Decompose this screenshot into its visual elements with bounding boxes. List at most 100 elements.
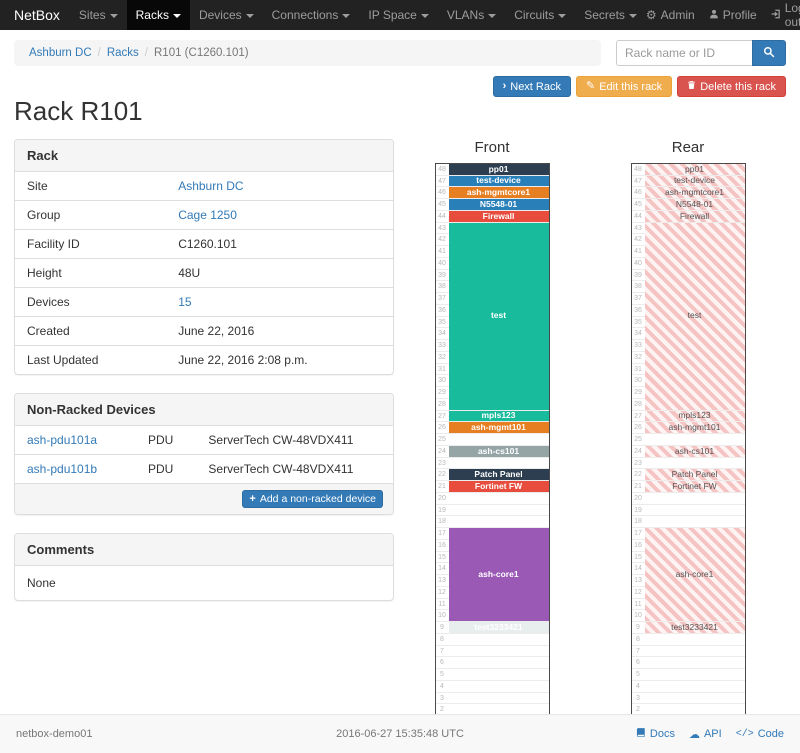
nav-item-connections[interactable]: Connections	[263, 0, 360, 30]
nav-item-secrets[interactable]: Secrets	[575, 0, 646, 30]
rack-unit-6: 6	[435, 657, 549, 670]
rack-device-ash-core1[interactable]: ash-core1	[448, 528, 549, 622]
unit-number: 16	[634, 541, 642, 549]
rack-device-firewall[interactable]: Firewall	[644, 210, 745, 222]
delete-rack-button[interactable]: Delete this rack	[677, 76, 786, 97]
search-button[interactable]	[752, 40, 786, 66]
comments-panel: Comments None	[14, 533, 394, 602]
rack-device-pp01[interactable]: pp01	[448, 163, 549, 175]
rack-device-ash-mgmt101[interactable]: ash-mgmt101	[448, 422, 549, 434]
rack-unit-20: 20	[435, 493, 549, 505]
unit-number: 13	[438, 577, 446, 585]
nav-item-sites[interactable]: Sites	[70, 0, 127, 30]
unit-number: 28	[634, 400, 642, 408]
rack-device-mpls123[interactable]: mpls123	[644, 410, 745, 422]
unit-number: 36	[634, 306, 642, 314]
rack-device-n5548-01[interactable]: N5548-01	[448, 199, 549, 210]
unit-number: 22	[634, 471, 642, 479]
rack-device-fortinet-fw[interactable]: Fortinet FW	[448, 481, 549, 492]
device-link-ash-pdu101a[interactable]: ash-pdu101a	[27, 432, 98, 447]
book-icon	[636, 727, 646, 741]
nav-item-vlans[interactable]: VLANs	[438, 0, 505, 30]
attr-label: Devices	[15, 286, 167, 317]
unit-number: 41	[634, 248, 642, 256]
breadcrumb-item-ashburn-dc[interactable]: Ashburn DC	[29, 47, 92, 59]
attr-value: C1260.101	[166, 228, 393, 259]
unit-number: 48	[438, 165, 446, 173]
add-non-racked-button[interactable]: + Add a non-racked device	[242, 490, 383, 509]
nav-item-label: Secrets	[584, 8, 625, 22]
code-link[interactable]: </> Code	[736, 727, 784, 741]
unit-number: 19	[438, 506, 446, 514]
rack-device-firewall[interactable]: Firewall	[448, 210, 549, 222]
caret-down-icon	[245, 13, 254, 18]
nav-item-label: Racks	[135, 8, 169, 22]
unit-number: 46	[438, 189, 446, 197]
unit-number: 16	[438, 541, 446, 549]
non-racked-device-row: ash-pdu101b PDU ServerTech CW-48VDX411	[15, 453, 393, 483]
device-link-ash-pdu101b[interactable]: ash-pdu101b	[27, 461, 98, 476]
rack-device-test3233421[interactable]: test3233421	[448, 622, 549, 633]
unit-number: 18	[438, 518, 446, 526]
non-racked-panel: Non-Racked Devices ash-pdu101a PDU ServerT…	[14, 392, 394, 516]
rack-device-ash-core1[interactable]: ash-core1	[644, 528, 745, 622]
unit-number: 37	[438, 295, 446, 303]
attr-value-link[interactable]: 15	[178, 294, 192, 309]
trash-icon	[687, 80, 696, 93]
add-non-racked-label: Add a non-racked device	[259, 493, 376, 506]
next-rack-button[interactable]: › Next Rack	[492, 76, 571, 97]
rack-device-mpls123[interactable]: mpls123	[448, 410, 549, 422]
rack-search-input[interactable]	[616, 40, 752, 66]
nav-item-circuits[interactable]: Circuits	[505, 0, 575, 30]
breadcrumb-item-racks[interactable]: Racks	[106, 47, 139, 59]
unit-number: 9	[636, 624, 640, 632]
breadcrumb: Ashburn DC / Racks / R101 (C1260.101)	[14, 40, 601, 66]
admin-link[interactable]: ⚙ Admin	[646, 8, 695, 22]
rack-device-patch-panel[interactable]: Patch Panel	[644, 469, 745, 481]
rack-device-n5548-01[interactable]: N5548-01	[644, 199, 745, 210]
rack-attributes-table: Site Ashburn DC Group Cage 1250 Facility ID C…	[15, 172, 393, 374]
cloud-icon: ☁	[688, 728, 700, 741]
rack-device-pp01[interactable]: pp01	[644, 163, 745, 175]
unit-number: 24	[634, 447, 642, 455]
nav-item-ip-space[interactable]: IP Space	[359, 0, 437, 30]
attr-value-link[interactable]: Ashburn DC	[178, 178, 244, 193]
rack-device-ash-cs101[interactable]: ash-cs101	[644, 445, 745, 457]
rack-attr-row: Facility ID C1260.101	[15, 228, 393, 259]
rack-device-patch-panel[interactable]: Patch Panel	[448, 469, 549, 481]
rack-unit-22: 22	[631, 469, 745, 482]
rack-device-fortinet-fw[interactable]: Fortinet FW	[644, 481, 745, 492]
profile-link[interactable]: Profile	[709, 8, 757, 22]
unit-number: 43	[634, 224, 642, 232]
unit-number: 40	[634, 259, 642, 267]
nav-item-devices[interactable]: Devices	[190, 0, 263, 30]
nav-item-label: Circuits	[514, 8, 555, 22]
attr-label: Site	[27, 178, 48, 193]
rack-device-ash-mgmtcore1[interactable]: ash-mgmtcore1	[644, 187, 745, 199]
rack-device-test3233421[interactable]: test3233421	[644, 622, 745, 633]
logout-link[interactable]: Log out	[771, 1, 800, 29]
unit-number: 25	[438, 436, 446, 444]
rack-device-ash-cs101[interactable]: ash-cs101	[448, 445, 549, 457]
rack-unit-27: 27	[631, 411, 745, 423]
rack-device-test-device[interactable]: test-device	[448, 175, 549, 187]
unit-number: 48	[634, 165, 642, 173]
rack-device-test[interactable]: test	[448, 222, 549, 410]
rack-device-ash-mgmt101[interactable]: ash-mgmt101	[644, 422, 745, 434]
brand-link[interactable]: NetBox	[14, 7, 60, 23]
rack-device-ash-mgmtcore1[interactable]: ash-mgmtcore1	[448, 187, 549, 199]
page-title: Rack R101	[14, 96, 143, 126]
attr-value-link[interactable]: Cage 1250	[178, 207, 237, 222]
unit-number: 5	[636, 671, 640, 679]
edit-rack-button[interactable]: ✎ Edit this rack	[576, 76, 673, 97]
api-link[interactable]: ☁ API	[689, 727, 722, 741]
nav-item-racks[interactable]: Racks	[126, 0, 190, 30]
unit-number: 42	[634, 236, 642, 244]
unit-number: 9	[440, 624, 444, 632]
breadcrumb-item-r101-c1260-101-: R101 (C1260.101)	[154, 47, 249, 59]
rack-unit-3: 3	[435, 693, 549, 705]
docs-link[interactable]: Docs	[636, 727, 675, 741]
rack-unit-45: 45	[435, 199, 549, 211]
rack-device-test[interactable]: test	[644, 222, 745, 410]
rack-device-test-device[interactable]: test-device	[644, 175, 745, 187]
